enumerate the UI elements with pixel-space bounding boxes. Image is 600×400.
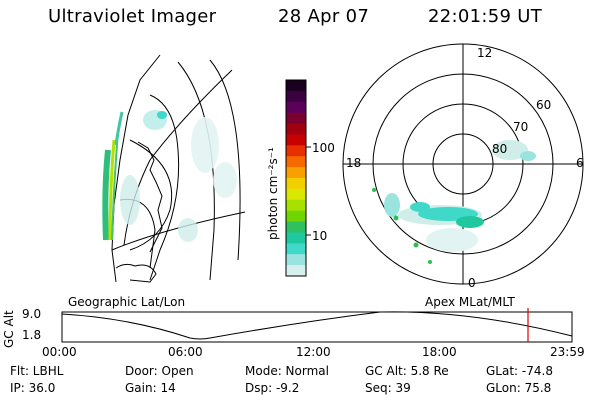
glon-info: GLon: 75.8 <box>486 381 552 395</box>
colorbar-segment <box>286 112 306 125</box>
mlt-label-top: 12 <box>477 46 493 60</box>
instrument-title: Ultraviolet Imager <box>48 6 217 27</box>
lat-label-80: 80 <box>492 142 508 156</box>
apex-panel-label: Apex MLat/MLT <box>425 295 515 309</box>
colorbar-segment <box>286 80 306 92</box>
colorbar-tick-100: 100 <box>312 141 335 155</box>
colorbar-tick-10: 10 <box>312 229 328 243</box>
altitude-xtick-4: 23:59 <box>550 345 585 359</box>
colorbar-segment <box>286 254 306 266</box>
colorbar-segment <box>286 90 306 103</box>
colorbar-border <box>285 79 307 277</box>
colorbar-segment <box>286 210 306 223</box>
altitude-plot <box>61 308 573 343</box>
colorbar-segment <box>286 134 306 146</box>
colorbar-segment <box>286 199 306 212</box>
colorbar <box>285 79 307 277</box>
geographic-map-panel <box>102 54 246 283</box>
altitude-xtick-1: 06:00 <box>168 345 203 359</box>
seq-info: Seq: 39 <box>365 381 411 395</box>
gc-alt-info: GC Alt: 5.8 Re <box>365 364 449 378</box>
colorbar-segment <box>286 221 306 233</box>
altitude-xtick-3: 18:00 <box>422 345 457 359</box>
colorbar-segment <box>286 123 306 135</box>
colorbar-segment <box>286 101 306 114</box>
geographic-panel-label: Geographic Lat/Lon <box>68 295 186 309</box>
colorbar-segment <box>286 188 306 201</box>
door-info: Door: Open <box>125 364 194 378</box>
mlt-label-right: 6 <box>576 156 584 170</box>
altitude-xtick-2: 12:00 <box>296 345 331 359</box>
gain-info: Gain: 14 <box>125 381 176 395</box>
altitude-ytick-high: 9.0 <box>22 307 42 321</box>
colorbar-segment <box>286 232 306 244</box>
colorbar-segment <box>286 167 306 179</box>
colorbar-segment <box>286 156 306 168</box>
mlt-label-left: 18 <box>346 156 362 170</box>
mlt-label-bottom: 0 <box>468 276 476 290</box>
lat-label-70: 70 <box>513 120 529 134</box>
polar-map-panel <box>342 43 584 285</box>
glat-info: GLat: -74.8 <box>486 364 553 378</box>
ip-info: IP: 36.0 <box>10 381 56 395</box>
colorbar-unit-label: photon cm⁻²s⁻¹ <box>266 147 280 240</box>
colorbar-segment <box>286 145 306 157</box>
altitude-ytick-low: 1.8 <box>22 328 42 342</box>
lat-label-60: 60 <box>536 98 552 112</box>
date-label: 28 Apr 07 <box>278 6 370 27</box>
colorbar-segment <box>286 178 306 190</box>
mode-info: Mode: Normal <box>245 364 329 378</box>
colorbar-segment <box>286 265 306 277</box>
dsp-info: Dsp: -9.2 <box>245 381 300 395</box>
filter-info: Flt: LBHL <box>10 364 64 378</box>
altitude-xtick-0: 00:00 <box>42 345 77 359</box>
colorbar-segment <box>286 243 306 255</box>
time-label: 22:01:59 UT <box>428 6 543 27</box>
altitude-ylabel: GC Alt <box>2 310 16 348</box>
